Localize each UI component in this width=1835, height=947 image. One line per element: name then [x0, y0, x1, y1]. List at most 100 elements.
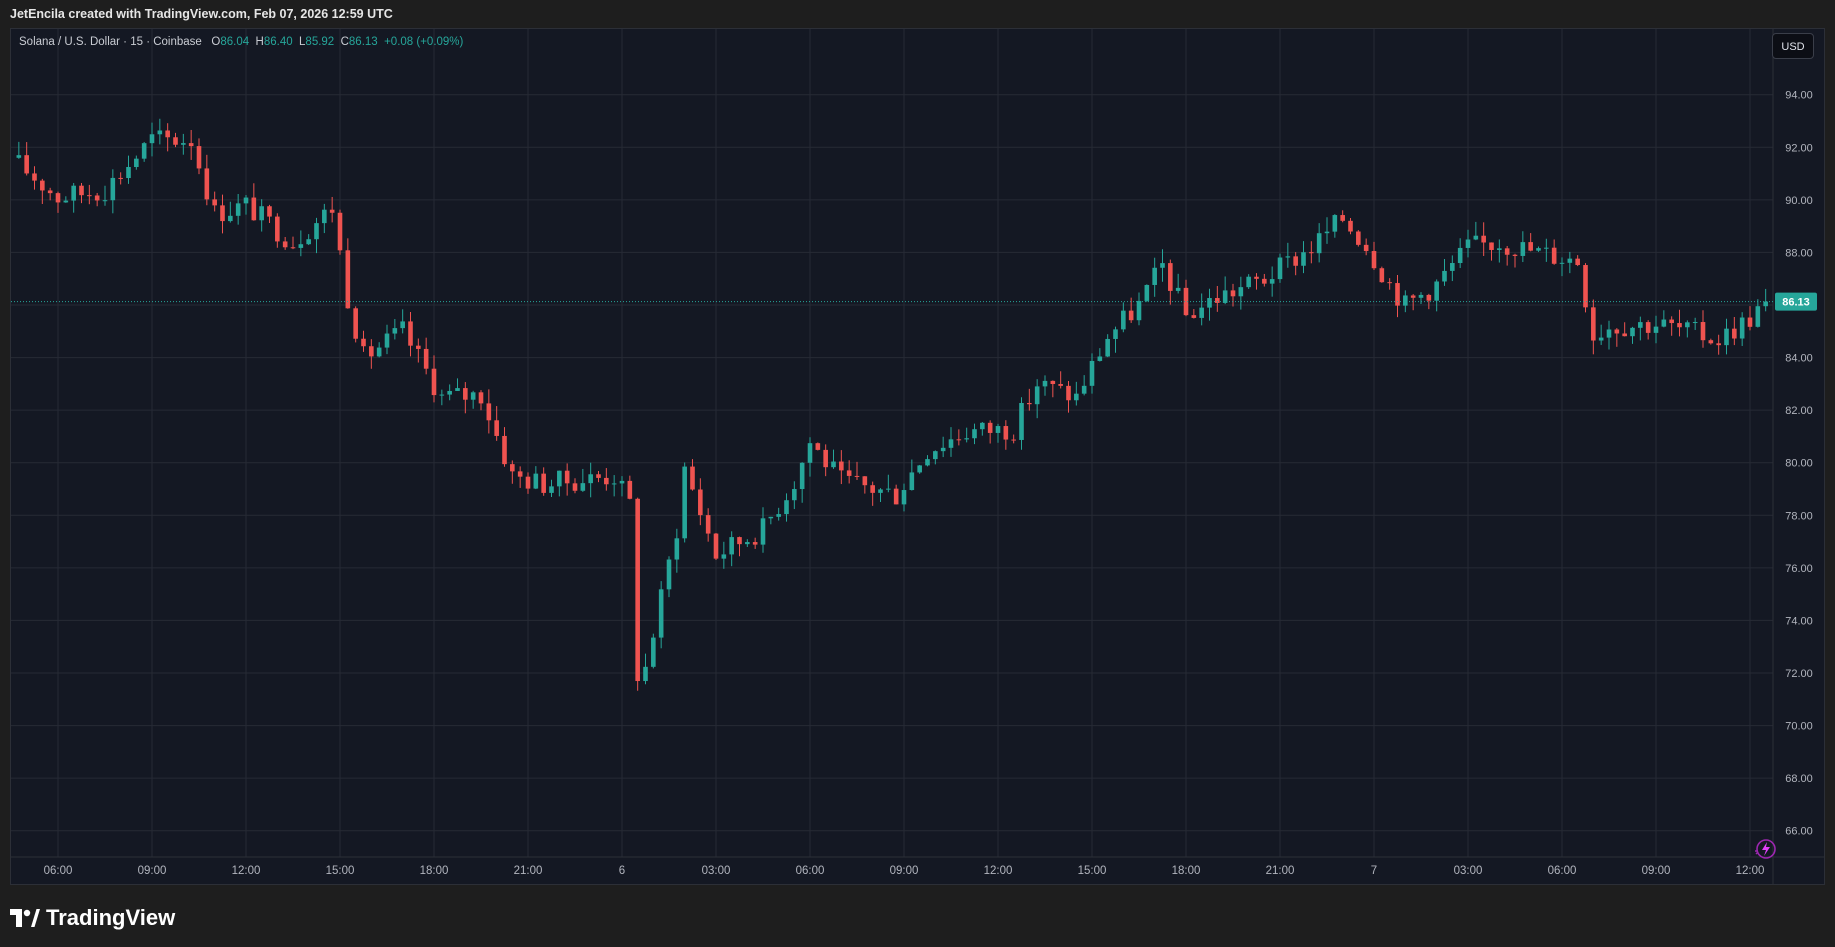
candle-body: [1309, 252, 1314, 254]
candle-body: [1081, 385, 1087, 394]
candle-body: [933, 451, 938, 460]
candle-body: [165, 130, 170, 138]
candle-body: [251, 197, 257, 221]
candle-body: [1230, 290, 1236, 297]
candle-body: [345, 250, 351, 309]
candle-body: [24, 155, 29, 174]
candle-body: [987, 422, 993, 433]
x-tick-label: 06:00: [44, 865, 73, 877]
candle-body: [243, 197, 249, 204]
candle-body: [1003, 426, 1009, 440]
y-tick-label: 76.00: [1785, 563, 1813, 575]
candle-body: [353, 308, 358, 339]
candle-body: [157, 130, 163, 135]
candle-body: [1183, 287, 1189, 316]
candle-body: [149, 134, 155, 144]
chart-panel[interactable]: 94.0092.0090.0088.0086.0084.0082.0080.00…: [10, 28, 1825, 885]
candle-body: [549, 486, 554, 493]
candle-body: [604, 477, 609, 485]
candle-body: [1019, 403, 1024, 440]
last-price-label: 86.13: [1782, 297, 1810, 309]
y-tick-label: 68.00: [1785, 773, 1813, 785]
candle-body: [1348, 220, 1353, 232]
candle-body: [1262, 278, 1267, 284]
candle-body: [1645, 322, 1651, 333]
chart-legend: Solana / U.S. Dollar · 15 · Coinbase O86…: [19, 36, 463, 48]
candle-body: [1301, 252, 1306, 266]
currency-button[interactable]: USD: [1772, 33, 1814, 59]
x-tick-label: 12:00: [1736, 865, 1765, 877]
candle-body: [173, 137, 178, 145]
candle-body: [1653, 326, 1659, 333]
candle-body: [1222, 290, 1228, 303]
candle-body: [1708, 340, 1714, 344]
candle-body: [322, 209, 327, 224]
candle-body: [1512, 254, 1518, 256]
candle-body: [1199, 307, 1204, 318]
candle-body: [94, 195, 100, 201]
candle-body: [1497, 248, 1502, 250]
candle-body: [1160, 263, 1165, 268]
candle-body: [862, 476, 868, 486]
candle-body: [541, 473, 546, 493]
y-tick-label: 74.00: [1785, 615, 1813, 627]
candle-body: [799, 462, 805, 490]
candle-body: [1700, 322, 1706, 341]
symbol-label[interactable]: Solana / U.S. Dollar · 15 · Coinbase: [19, 36, 202, 48]
candle-body: [596, 474, 601, 478]
candle-body: [1606, 329, 1612, 338]
x-tick-label: 7: [1371, 865, 1377, 877]
candle-body: [964, 438, 969, 440]
candle-body: [901, 490, 907, 505]
candle-body: [651, 637, 656, 667]
candle-body: [956, 439, 962, 441]
candle-body: [1598, 337, 1604, 341]
y-tick-label: 88.00: [1785, 247, 1813, 259]
candle-body: [1324, 231, 1330, 234]
candle-body: [181, 143, 186, 145]
candle-body: [1559, 262, 1565, 264]
candle-body: [643, 666, 648, 682]
high-label: H: [255, 36, 264, 48]
candle-body: [228, 215, 233, 222]
candle-body: [337, 212, 343, 251]
candle-body: [1465, 239, 1471, 248]
candle-body: [784, 500, 789, 515]
x-tick-label: 12:00: [984, 865, 1013, 877]
candle-body: [1677, 323, 1682, 328]
candle-body: [666, 559, 672, 590]
candle-body: [1544, 247, 1549, 249]
candle-body: [1630, 327, 1635, 337]
candle-body: [510, 464, 515, 472]
candle-body: [815, 443, 821, 450]
candle-body: [917, 465, 922, 473]
candle-body: [948, 439, 954, 448]
candle-body: [439, 394, 445, 396]
candle-body: [1442, 270, 1447, 282]
lightning-icon[interactable]: [1752, 836, 1778, 862]
tradingview-branding: TradingView: [10, 904, 175, 932]
tradingview-logo-icon: [10, 909, 40, 927]
open-label: O: [211, 36, 221, 48]
candle-body: [627, 480, 633, 499]
candle-body: [1027, 403, 1032, 405]
candle-body: [408, 321, 413, 346]
candle-body: [893, 488, 899, 505]
candle-body: [580, 483, 586, 491]
candle-body: [635, 498, 640, 682]
candle-body: [1207, 298, 1212, 308]
x-tick-label: 09:00: [138, 865, 167, 877]
y-tick-label: 78.00: [1785, 510, 1813, 522]
x-tick-label: 12:00: [232, 865, 261, 877]
candle-body: [768, 516, 774, 519]
candle-body: [1457, 247, 1463, 264]
candle-body: [839, 461, 844, 471]
candle-body: [760, 518, 766, 545]
candle-body: [1481, 235, 1486, 243]
price-chart[interactable]: 94.0092.0090.0088.0086.0084.0082.0080.00…: [11, 29, 1824, 884]
candle-body: [1128, 310, 1134, 321]
candle-body: [1685, 322, 1690, 328]
candle-body: [126, 167, 131, 179]
candle-body: [1755, 306, 1761, 327]
candle-body: [878, 489, 883, 493]
